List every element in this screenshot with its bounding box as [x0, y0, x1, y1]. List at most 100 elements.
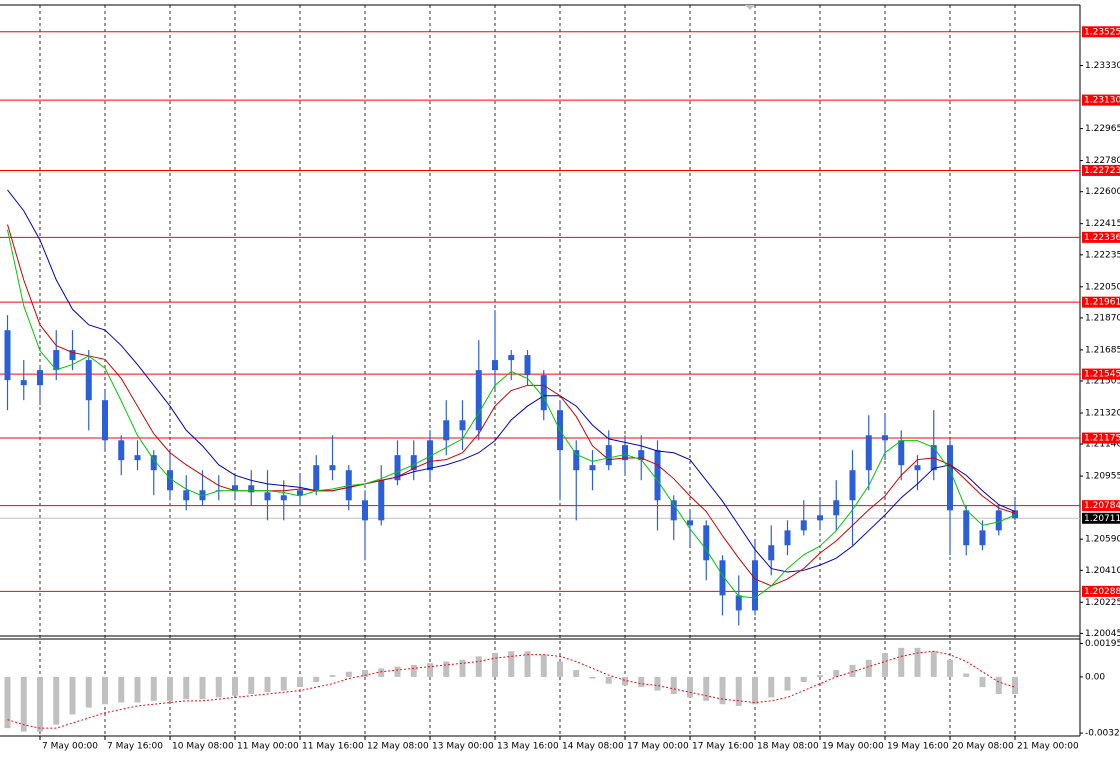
x-tick-label: 14 May 08:00: [562, 742, 624, 752]
level-label: 1.20784: [1084, 501, 1120, 511]
y-tick-label: 1.21320: [1085, 408, 1120, 418]
candle-body: [492, 360, 498, 371]
candle-body: [573, 450, 580, 471]
macd-bar: [232, 676, 238, 696]
macd-bar: [264, 676, 271, 693]
x-tick-label: 11 May 16:00: [302, 742, 364, 752]
y-tick-label: 1.20045: [1085, 629, 1120, 639]
x-tick-label: 21 May 00:00: [1017, 742, 1079, 752]
candle-body: [914, 465, 921, 471]
candle-body: [183, 490, 190, 501]
level-label-box: [1082, 585, 1120, 597]
macd-bar: [183, 676, 190, 700]
y-tick-label: 1.22235: [1085, 250, 1120, 260]
macd-bar: [345, 671, 352, 677]
candle-body: [849, 470, 856, 501]
y-tick-label: 1.20590: [1085, 535, 1120, 545]
candle-body: [329, 465, 336, 471]
macd-bar: [930, 651, 937, 677]
macd-bar: [37, 676, 43, 732]
candle-body: [443, 420, 450, 441]
candle-body: [882, 435, 888, 441]
candle-body: [4, 330, 11, 381]
macd-bar: [1012, 676, 1018, 694]
macd-bar: [313, 676, 320, 683]
x-tick-label: 7 May 00:00: [42, 742, 98, 752]
level-label: 1.22336: [1084, 233, 1120, 243]
macd-bar: [297, 676, 303, 688]
y-tick-label: -0.00329: [1085, 729, 1120, 739]
level-label-box: [1082, 500, 1120, 512]
macd-bar: [53, 676, 60, 725]
macd-bar: [280, 676, 287, 691]
x-tick-label: 12 May 08:00: [367, 742, 429, 752]
candle-body: [735, 595, 742, 611]
y-tick-label: 1.22600: [1085, 187, 1120, 197]
x-tick-label: 17 May 00:00: [627, 742, 689, 752]
y-tick-label: 1.22050: [1085, 282, 1120, 292]
macd-bar: [427, 663, 433, 677]
candle-body: [280, 495, 287, 501]
candle-body: [102, 400, 108, 441]
candle-body: [118, 440, 125, 461]
macd-bar: [134, 676, 141, 703]
macd-bar: [215, 676, 222, 698]
y-tick-label: 1.21685: [1085, 345, 1120, 355]
macd-bar: [735, 676, 742, 706]
macd-bar: [102, 676, 108, 705]
level-label: 1.23130: [1084, 96, 1120, 106]
macd-bar: [784, 676, 791, 691]
candle-body: [979, 530, 986, 546]
macd-bar: [167, 676, 173, 701]
candle-body: [605, 445, 612, 466]
candle-body: [963, 510, 970, 546]
macd-bar: [817, 675, 823, 677]
macd-bar: [719, 676, 726, 705]
macd-bar: [898, 647, 905, 677]
macd-bar: [329, 675, 336, 677]
x-tick-label: 18 May 08:00: [757, 742, 819, 752]
macd-bar: [605, 676, 612, 684]
candle-body: [719, 560, 726, 596]
macd-bar: [573, 670, 580, 677]
level-label: 1.20288: [1084, 587, 1120, 597]
candle-body: [53, 350, 60, 371]
macd-bar: [638, 676, 645, 688]
macd-bar: [800, 676, 807, 683]
level-label-box: [1082, 368, 1120, 380]
level-label: 1.22723: [1084, 166, 1120, 176]
candle-body: [589, 465, 596, 471]
candle-body: [150, 455, 157, 471]
macd-bar: [882, 652, 888, 677]
signal-line: [7, 650, 1016, 729]
candle-body: [427, 440, 433, 471]
x-tick-label: 13 May 00:00: [432, 742, 494, 752]
candle-body: [654, 450, 661, 501]
level-label-box: [1082, 26, 1120, 38]
macd-bar: [995, 676, 1002, 694]
candle-body: [622, 445, 628, 461]
macd-bar: [69, 676, 76, 715]
candle-body: [540, 375, 547, 411]
candle-body: [313, 465, 320, 491]
level-label: 1.21545: [1084, 370, 1120, 380]
macd-bar: [752, 676, 758, 705]
macd-bar: [85, 676, 92, 708]
candle-body: [817, 515, 823, 521]
candle-body: [69, 350, 76, 361]
macd-bar: [475, 656, 482, 677]
current-price-box: [1082, 512, 1120, 524]
moving-average-line: [7, 229, 1016, 599]
macd-bar: [20, 676, 27, 732]
macd-bar: [963, 673, 970, 677]
current-price-label: 1.20711: [1084, 514, 1120, 524]
candle-body: [378, 480, 385, 521]
candle-body: [362, 500, 368, 521]
chart-shift-marker: [745, 5, 755, 10]
macd-bar: [589, 676, 596, 679]
macd-bar: [443, 661, 450, 677]
candle-body: [947, 445, 953, 511]
x-tick-label: 19 May 16:00: [887, 742, 949, 752]
